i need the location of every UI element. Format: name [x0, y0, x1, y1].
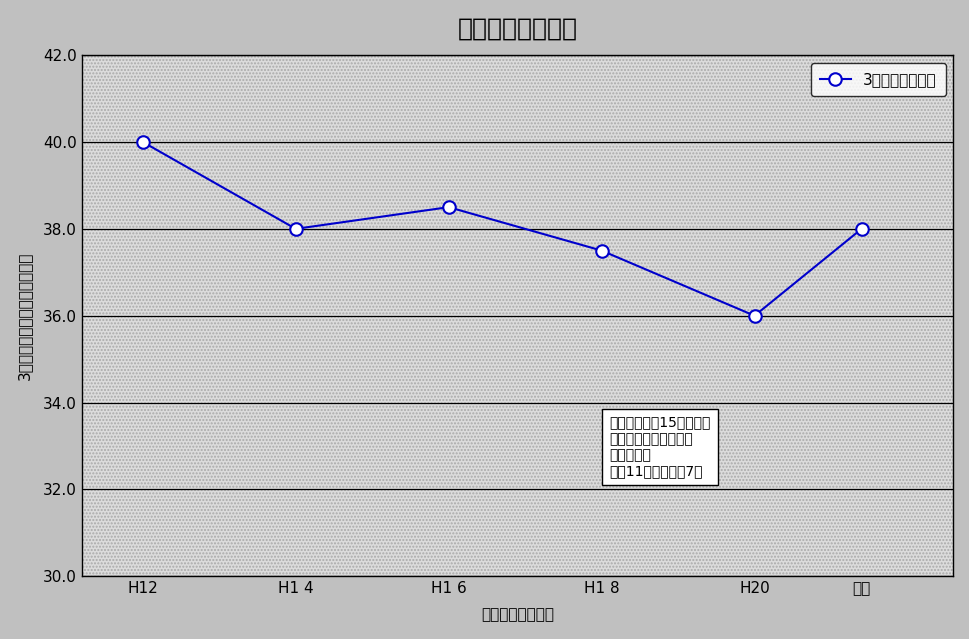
Title: まちなか滯留時間: まちなか滯留時間 [457, 17, 577, 41]
Line: 3時間以上の割合: 3時間以上の割合 [137, 135, 867, 322]
3時間以上の割合 [290, 225, 301, 233]
3時間以上の割合 [748, 312, 760, 320]
3時間以上の割合 [855, 225, 866, 233]
3時間以上の割合 [137, 138, 148, 146]
Text: 大分市中心郥15箇所にて
アンケート調査を実施
調査時間は
午前11時から午後7時: 大分市中心郥15箇所にて アンケート調査を実施 調査時間は 午前11時から午後7… [609, 415, 710, 478]
3時間以上の割合 [595, 247, 607, 254]
Y-axis label: 3時間以上滞在する割合（％）: 3時間以上滞在する割合（％） [16, 252, 32, 380]
X-axis label: 調査年度（年度）: 調査年度（年度） [481, 607, 553, 622]
Legend: 3時間以上の割合: 3時間以上の割合 [810, 63, 945, 96]
3時間以上の割合 [443, 203, 454, 211]
